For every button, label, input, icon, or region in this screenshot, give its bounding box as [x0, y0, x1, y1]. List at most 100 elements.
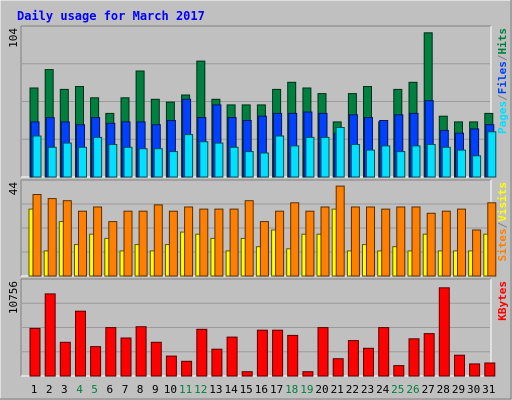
x-tick-label: 11 — [179, 383, 192, 396]
x-tick-label: 22 — [346, 383, 359, 396]
legend-entry: Sites — [496, 228, 509, 261]
bar-kbytes-day-24 — [378, 327, 390, 377]
bar-sites-day-28 — [441, 210, 451, 277]
legend-entry: KBytes — [496, 281, 509, 321]
bar-kbytes-day-23 — [363, 347, 374, 377]
x-tick-label: 2 — [46, 383, 53, 396]
bar-pages-day-17 — [275, 135, 285, 178]
bar-sites-day-11 — [184, 206, 194, 277]
bar-pages-day-1 — [32, 135, 42, 178]
y-max-label: 104 — [7, 28, 20, 48]
bar-pages-day-30 — [472, 155, 482, 178]
bar-sites-day-3 — [62, 200, 72, 277]
bar-sites-day-20 — [320, 206, 330, 277]
bar-pages-day-26 — [411, 145, 421, 178]
bar-sites-day-24 — [381, 208, 391, 277]
bar-sites-day-30 — [472, 229, 482, 277]
x-tick-label: 7 — [122, 383, 129, 396]
bar-pages-day-8 — [138, 148, 148, 178]
bar-sites-day-25 — [396, 206, 406, 277]
bar-kbytes-day-21 — [332, 358, 344, 377]
x-tick-label: 19 — [300, 383, 313, 396]
bar-sites-day-8 — [138, 210, 148, 277]
bar-pages-day-2 — [47, 146, 57, 178]
bar-pages-day-10 — [168, 151, 178, 178]
bar-sites-day-6 — [108, 221, 118, 277]
bar-kbytes-day-2 — [44, 293, 56, 377]
x-tick-label: 29 — [452, 383, 465, 396]
legend-entry: / — [496, 221, 509, 228]
x-tick-label: 18 — [285, 383, 298, 396]
bar-kbytes-day-4 — [75, 310, 86, 377]
bar-sites-day-10 — [168, 210, 178, 277]
bar-kbytes-day-30 — [469, 363, 481, 377]
bar-kbytes-day-27 — [423, 333, 435, 377]
legend-entry: Pages — [496, 101, 509, 134]
legend-entry: / — [496, 94, 509, 101]
x-tick-label: 14 — [224, 383, 238, 396]
bar-kbytes-day-28 — [438, 287, 450, 377]
bar-pages-day-31 — [487, 131, 497, 178]
bar-sites-day-18 — [290, 202, 300, 277]
bar-kbytes-day-31 — [484, 362, 496, 377]
legend-entry: / — [496, 54, 509, 61]
bar-sites-day-19 — [305, 210, 315, 277]
bar-sites-day-5 — [93, 206, 103, 277]
bar-pages-day-22 — [350, 144, 360, 178]
x-tick-label: 4 — [76, 383, 83, 396]
x-tick-label: 26 — [406, 383, 419, 396]
x-tick-label: 9 — [152, 383, 159, 396]
bar-pages-day-16 — [259, 152, 269, 178]
bar-pages-day-20 — [320, 136, 330, 178]
bar-sites-day-9 — [153, 204, 163, 277]
bar-sites-day-12 — [199, 208, 209, 277]
x-tick-label: 15 — [240, 383, 253, 396]
bar-pages-day-14 — [229, 146, 239, 178]
bar-pages-day-3 — [62, 142, 72, 178]
bar-kbytes-day-25 — [393, 365, 405, 377]
bar-kbytes-day-13 — [211, 348, 223, 377]
bar-sites-day-16 — [259, 221, 269, 277]
bar-sites-day-27 — [426, 212, 436, 277]
x-tick-label: 28 — [437, 383, 450, 396]
bar-pages-day-9 — [153, 148, 163, 178]
bar-kbytes-day-7 — [120, 337, 132, 377]
bar-kbytes-day-1 — [29, 327, 41, 377]
bar-kbytes-day-22 — [347, 340, 359, 377]
x-tick-label: 5 — [91, 383, 98, 396]
legend-entry: Visits — [496, 182, 509, 222]
bar-pages-day-28 — [441, 146, 451, 178]
bar-kbytes-day-29 — [454, 354, 465, 377]
bar-sites-day-21 — [335, 185, 345, 277]
bar-sites-day-4 — [78, 210, 87, 277]
bar-pages-day-15 — [244, 151, 254, 178]
bar-sites-day-23 — [366, 206, 375, 277]
x-tick-label: 6 — [106, 383, 113, 396]
bar-sites-day-29 — [457, 208, 466, 277]
panel-middle: 44 Sites/Visits — [7, 179, 509, 277]
legend-entry: Files — [496, 61, 509, 94]
x-tick-label: 21 — [331, 383, 344, 396]
bar-kbytes-day-14 — [226, 336, 238, 377]
x-tick-label: 31 — [482, 383, 495, 396]
legend-entry: Hits — [496, 28, 509, 55]
x-tick-label: 25 — [391, 383, 404, 396]
bar-sites-day-7 — [123, 210, 133, 277]
x-axis-day-labels: 1 2 3 4 5 6 7 8 9 10 11 12 13 14 15 16 17 18 19 20 21 22 23 24 2… — [31, 383, 496, 396]
bar-kbytes-day-6 — [105, 327, 117, 377]
x-tick-label: 10 — [164, 383, 177, 396]
bar-kbytes-day-16 — [256, 329, 268, 377]
x-tick-label: 1 — [31, 383, 38, 396]
bar-sites-day-2 — [47, 198, 57, 277]
y-max-label: 44 — [7, 182, 20, 196]
panel-bottom: 10756 KBytes — [7, 278, 509, 377]
bar-kbytes-day-5 — [90, 346, 102, 377]
bar-kbytes-day-15 — [241, 371, 253, 377]
x-tick-label: 30 — [467, 383, 480, 396]
bar-pages-day-19 — [305, 136, 315, 178]
bar-pages-day-5 — [93, 136, 103, 178]
bar-kbytes-day-10 — [165, 355, 177, 377]
bar-pages-day-18 — [290, 145, 300, 178]
bar-sites-day-13 — [214, 208, 224, 277]
chart-title: Daily usage for March 2017 — [17, 9, 205, 23]
